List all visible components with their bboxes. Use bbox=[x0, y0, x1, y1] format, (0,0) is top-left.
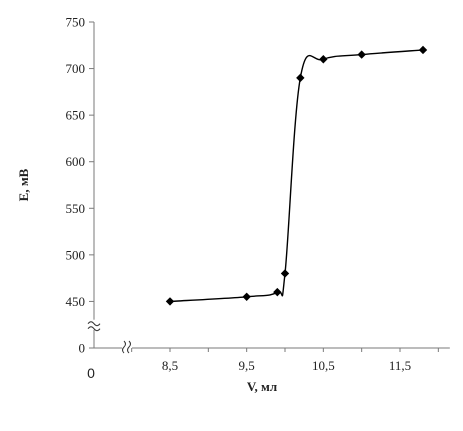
x-tick-label: 8,5 bbox=[162, 358, 178, 373]
x-axis-break-wave-right bbox=[127, 340, 131, 354]
series-line bbox=[169, 49, 424, 303]
y-tick-label: 550 bbox=[66, 201, 86, 216]
data-point bbox=[357, 50, 366, 59]
curve-layer bbox=[169, 49, 424, 303]
y-axis-break-wave-top bbox=[87, 321, 101, 327]
y-tick-label: 500 bbox=[66, 247, 86, 262]
y-tick-label: 650 bbox=[66, 108, 86, 123]
ticks-layer: 0 450 500 550 600 650 700 750 8,5 9,5 10,5 11,5 bbox=[66, 15, 439, 373]
labels-layer: E, мВ V, мл 0 bbox=[16, 168, 277, 394]
markers-layer bbox=[165, 45, 428, 306]
x-axis-break bbox=[122, 340, 132, 354]
data-point bbox=[319, 55, 328, 64]
x-axis-label: V, мл bbox=[247, 379, 277, 394]
y-tick-label: 750 bbox=[66, 15, 86, 30]
y-tick-label: 600 bbox=[66, 154, 86, 169]
x-origin-label: 0 bbox=[87, 365, 95, 381]
x-tick-label: 9,5 bbox=[239, 358, 255, 373]
y-tick-label: 450 bbox=[66, 294, 86, 309]
y-tick-label: 0 bbox=[79, 341, 86, 356]
y-tick-label: 700 bbox=[66, 61, 86, 76]
y-axis-label: E, мВ bbox=[16, 168, 31, 201]
y-axis-break-gap bbox=[88, 319, 100, 330]
x-axis-break-gap bbox=[122, 343, 132, 353]
axes-layer bbox=[87, 22, 450, 354]
y-axis-break bbox=[87, 319, 101, 332]
data-point bbox=[273, 287, 282, 297]
data-point bbox=[418, 45, 428, 55]
data-point bbox=[296, 73, 305, 83]
y-axis-break-wave-bottom bbox=[87, 326, 101, 332]
data-point bbox=[280, 269, 290, 278]
data-point bbox=[242, 292, 251, 301]
x-tick-label: 11,5 bbox=[389, 358, 411, 373]
data-point bbox=[165, 297, 175, 306]
x-tick-label: 10,5 bbox=[312, 358, 335, 373]
x-axis-break-wave-left bbox=[122, 340, 126, 354]
